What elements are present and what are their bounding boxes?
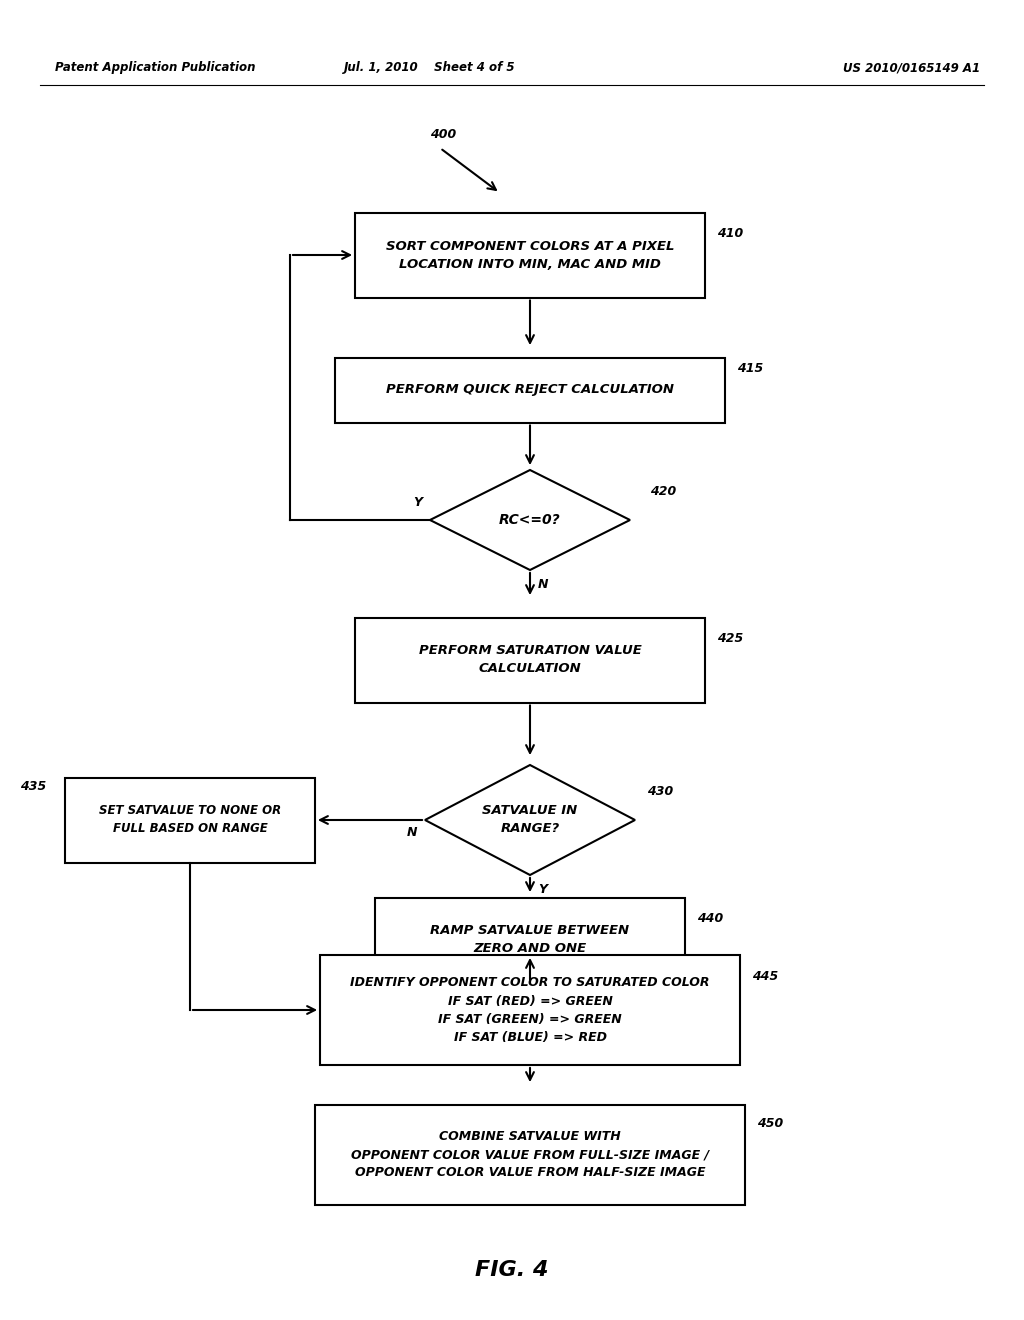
Text: SATVALUE IN
RANGE?: SATVALUE IN RANGE?	[482, 804, 578, 836]
Text: SORT COMPONENT COLORS AT A PIXEL
LOCATION INTO MIN, MAC AND MID: SORT COMPONENT COLORS AT A PIXEL LOCATIO…	[386, 239, 674, 271]
FancyBboxPatch shape	[65, 777, 315, 862]
Text: 435: 435	[20, 780, 46, 793]
Text: RC<=0?: RC<=0?	[499, 513, 561, 527]
Text: FIG. 4: FIG. 4	[475, 1261, 549, 1280]
FancyBboxPatch shape	[319, 954, 740, 1065]
Text: Patent Application Publication: Patent Application Publication	[55, 62, 256, 74]
Polygon shape	[425, 766, 635, 875]
FancyBboxPatch shape	[375, 898, 685, 982]
Text: PERFORM QUICK REJECT CALCULATION: PERFORM QUICK REJECT CALCULATION	[386, 384, 674, 396]
Text: 425: 425	[717, 632, 743, 645]
Text: 420: 420	[650, 484, 676, 498]
Text: Jul. 1, 2010    Sheet 4 of 5: Jul. 1, 2010 Sheet 4 of 5	[344, 62, 516, 74]
Text: COMBINE SATVALUE WITH
OPPONENT COLOR VALUE FROM FULL-SIZE IMAGE /
OPPONENT COLOR: COMBINE SATVALUE WITH OPPONENT COLOR VAL…	[351, 1130, 709, 1180]
Text: N: N	[538, 578, 549, 591]
Text: 410: 410	[717, 227, 743, 240]
Text: N: N	[407, 825, 417, 838]
FancyBboxPatch shape	[355, 618, 705, 702]
Text: 400: 400	[430, 128, 457, 141]
Text: 445: 445	[752, 970, 778, 983]
FancyBboxPatch shape	[315, 1105, 745, 1205]
Polygon shape	[430, 470, 630, 570]
FancyBboxPatch shape	[335, 358, 725, 422]
Text: 450: 450	[757, 1117, 783, 1130]
Text: 430: 430	[647, 785, 673, 799]
Text: IDENTIFY OPPONENT COLOR TO SATURATED COLOR
IF SAT (RED) => GREEN
IF SAT (GREEN) : IDENTIFY OPPONENT COLOR TO SATURATED COL…	[350, 977, 710, 1044]
FancyBboxPatch shape	[355, 213, 705, 297]
Text: 415: 415	[737, 362, 763, 375]
Text: US 2010/0165149 A1: US 2010/0165149 A1	[843, 62, 980, 74]
Text: SET SATVALUE TO NONE OR
FULL BASED ON RANGE: SET SATVALUE TO NONE OR FULL BASED ON RA…	[99, 804, 281, 836]
Text: Y: Y	[413, 495, 422, 508]
Text: 440: 440	[697, 912, 723, 925]
Text: PERFORM SATURATION VALUE
CALCULATION: PERFORM SATURATION VALUE CALCULATION	[419, 644, 641, 676]
Text: RAMP SATVALUE BETWEEN
ZERO AND ONE: RAMP SATVALUE BETWEEN ZERO AND ONE	[430, 924, 630, 956]
Text: Y: Y	[538, 883, 547, 896]
